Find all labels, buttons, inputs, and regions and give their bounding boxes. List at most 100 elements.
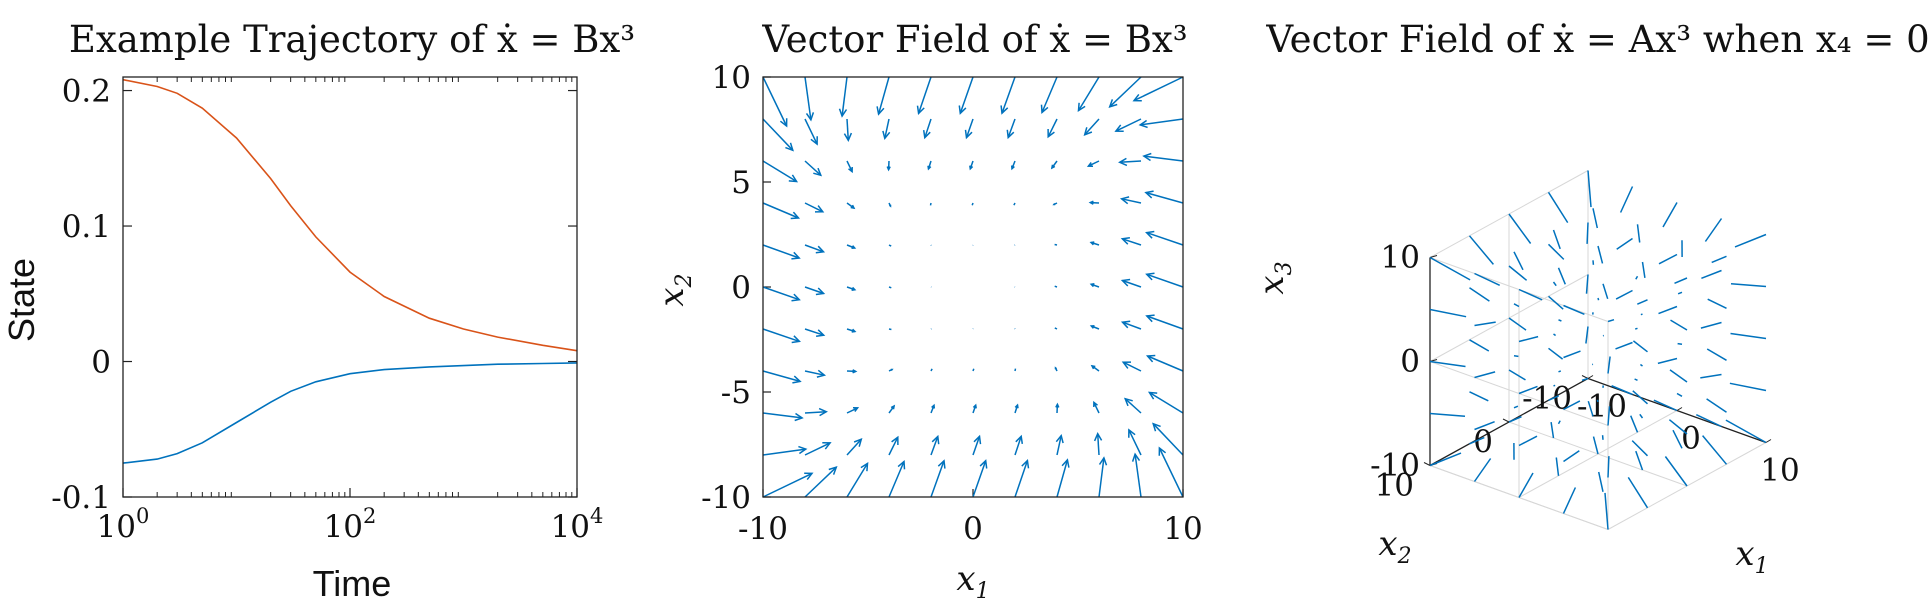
vector-arrow <box>916 76 932 115</box>
vector-arrow-3d <box>1615 289 1633 300</box>
vector-arrow <box>930 434 940 456</box>
vector-arrow <box>846 286 857 291</box>
vector-arrow-3d <box>1636 224 1641 243</box>
vector-field-2d-title: Vector Field of ẋ = Bx³ <box>761 18 1187 61</box>
vector-arrow-3d <box>1473 458 1492 482</box>
vector-arrow <box>1013 202 1016 206</box>
x1-tick-label: 0 <box>1681 421 1701 457</box>
vector-arrow <box>1144 190 1184 204</box>
vector-arrow <box>1158 446 1184 498</box>
x2-tick-label: 0 <box>1473 424 1493 460</box>
vector-arrow <box>762 286 801 302</box>
vector-arrow-3d <box>1552 229 1561 250</box>
vector-arrow-3d <box>1668 419 1688 435</box>
vector-arrow-3d <box>1734 233 1767 248</box>
vector-arrow-3d <box>1630 415 1639 433</box>
vector-arrow-3d <box>1474 371 1496 379</box>
vector-arrow <box>1120 320 1142 330</box>
vector-arrow-3d <box>1677 342 1683 346</box>
vector-arrow-3d <box>1474 421 1495 431</box>
vector-arrow-3d <box>1695 414 1722 428</box>
vector-arrow <box>762 445 808 456</box>
y-tick-label: -10 <box>701 480 751 516</box>
vector-arrow-3d <box>1557 420 1561 425</box>
vector-arrow <box>886 160 891 172</box>
vector-arrow <box>804 466 838 498</box>
vector-arrow <box>1093 432 1103 456</box>
vector-arrow <box>846 202 856 210</box>
vector-arrow-3d <box>1676 392 1683 397</box>
vector-arrow-3d <box>1558 370 1562 373</box>
vector-field-3d-xlabel: x1 <box>1735 534 1768 579</box>
vector-arrow-3d <box>1677 291 1683 295</box>
vector-arrow-3d <box>1700 321 1722 329</box>
vector-arrow-3d <box>1664 456 1688 487</box>
vector-arrow <box>1000 76 1016 115</box>
vector-arrow <box>1093 400 1100 414</box>
vector-arrow <box>1121 361 1142 372</box>
vector-arrow <box>1040 76 1058 115</box>
trajectory-ylabel: State <box>1 258 42 342</box>
vector-arrow <box>1108 76 1142 108</box>
vector-arrow <box>804 160 823 177</box>
vector-field-3d-panel: Vector Field of ẋ = Ax³ when x₄ = 0 -10 0… <box>1252 18 1930 579</box>
vector-arrow <box>1014 459 1030 498</box>
vector-arrow-3d <box>1518 435 1538 447</box>
vector-arrow <box>843 118 853 142</box>
vector-arrow-3d <box>1508 317 1527 331</box>
vector-arrow <box>1145 230 1184 246</box>
x-tick-label: 100 <box>97 504 150 545</box>
vector-arrow-3d <box>1587 170 1592 208</box>
vector-arrow <box>804 442 832 456</box>
vector-arrow-3d <box>1653 399 1678 412</box>
x2-tick <box>1502 418 1510 423</box>
vector-arrow <box>969 160 974 171</box>
vector-arrow <box>804 118 818 146</box>
vector-arrow <box>971 202 974 206</box>
vector-arrow-3d <box>1586 222 1589 244</box>
vector-arrow <box>1083 118 1100 137</box>
vector-arrow-3d <box>1558 319 1562 322</box>
vector-arrow <box>804 369 827 378</box>
vector-arrow <box>1088 200 1100 205</box>
x2-tick-label: 10 <box>1375 468 1414 504</box>
vector-arrow <box>1138 118 1184 129</box>
vector-arrow-3d <box>1553 384 1556 387</box>
vector-arrow <box>1014 403 1019 414</box>
vector-arrow <box>972 403 977 414</box>
vector-arrow-3d <box>1469 391 1489 402</box>
vector-arrow-3d <box>1635 275 1639 280</box>
vector-arrow-3d <box>1429 452 1462 467</box>
vector-arrow <box>888 368 894 372</box>
x1-tick <box>1765 439 1772 443</box>
vector-arrow-3d <box>1597 245 1604 264</box>
vector-arrow <box>1145 272 1184 288</box>
vector-arrow-3d <box>1701 269 1722 279</box>
x-tick-label: 0 <box>963 511 983 547</box>
x2-tick-label: -10 <box>1522 381 1572 417</box>
vector-arrow-3d <box>1596 399 1599 403</box>
vector-arrow-3d <box>1711 255 1727 264</box>
y-tick-label: -5 <box>721 375 751 411</box>
vector-arrow-3d <box>1706 348 1727 361</box>
vector-arrow-3d <box>1513 251 1524 271</box>
vector-arrow-3d <box>1553 333 1557 337</box>
vector-arrow <box>1120 236 1142 246</box>
vector-arrow <box>1090 364 1100 372</box>
vector-arrow <box>1047 118 1058 139</box>
vector-arrow-3d <box>1508 416 1522 423</box>
series-line-1 <box>122 362 578 464</box>
y-tick-label: 0.2 <box>62 74 111 110</box>
vector-arrow-3d <box>1615 341 1633 350</box>
vector-arrow-3d <box>1729 382 1767 392</box>
vector-arrow-3d <box>1597 471 1604 492</box>
trajectory-panel: Example Trajectory of ẋ = Bx³ 100 102 104 -… <box>1 18 635 604</box>
vector-arrow-3d <box>1639 413 1644 419</box>
vector-arrow-3d <box>1706 398 1727 413</box>
vector-arrow <box>762 328 801 344</box>
vector-arrow <box>1086 160 1100 167</box>
vector-arrow <box>964 118 974 140</box>
vector-arrow-3d <box>1429 412 1466 418</box>
vector-arrow <box>804 407 828 417</box>
